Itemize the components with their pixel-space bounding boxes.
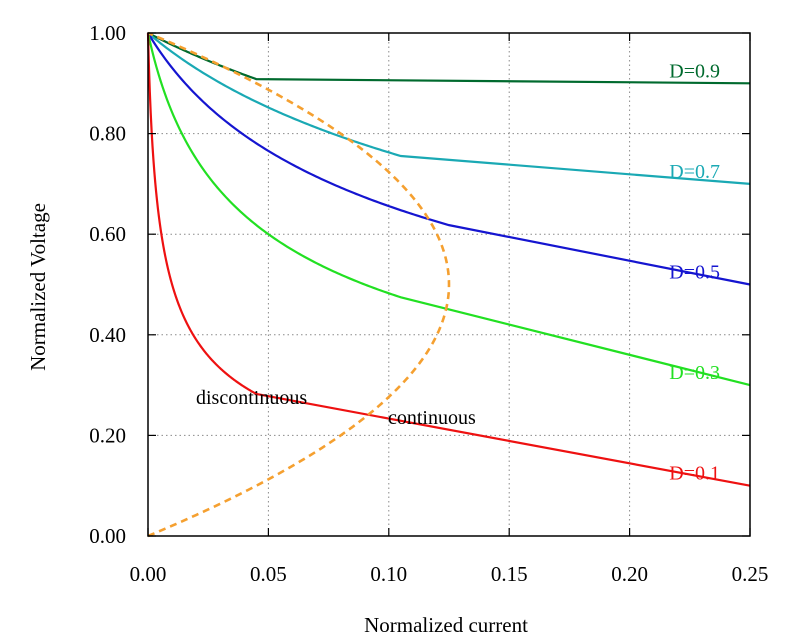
x-axis-label: Normalized current [364,613,528,637]
series-line-d-0-1 [146,32,751,487]
y-tick-label: 0.40 [89,323,126,347]
series-line-d-0-9 [147,32,751,85]
y-tick-label: 0.80 [89,122,126,146]
series-label-d-0-9: D=0.9 [669,60,720,82]
x-tick-label: 0.05 [250,562,287,586]
grid [148,33,750,536]
series-labels: D=0.9 D=0.7 D=0.5 D=0.3 D=0.1 [669,60,720,484]
series-line-d-0-5 [147,32,751,286]
y-axis-label: Normalized Voltage [26,203,50,371]
y-tick-label: 1.00 [89,21,126,45]
series-line-d-0-7 [147,32,751,185]
annotation-continuous: continuous [388,407,476,429]
y-tick-label: 0.60 [89,222,126,246]
series-line-d-0-3 [146,32,751,387]
y-tick-label: 0.00 [89,524,126,548]
axis-ticks: 0.00 0.05 0.10 0.15 0.20 0.25 0.00 0.20 0.40 0.60… [89,21,768,586]
series-label-d-0-7: D=0.7 [669,161,720,183]
x-tick-label: 0.15 [491,562,528,586]
x-tick-label: 0.25 [732,562,769,586]
series-label-d-0-5: D=0.5 [669,262,720,284]
boundary-curve [147,31,451,538]
annotation-discontinuous: discontinuous [196,387,307,409]
series-label-d-0-3: D=0.3 [669,362,720,384]
x-tick-label: 0.00 [130,562,167,586]
y-tick-label: 0.20 [89,423,126,447]
x-tick-label: 0.20 [611,562,648,586]
x-tick-label: 0.10 [370,562,407,586]
series-label-d-0-1: D=0.1 [669,463,720,485]
plot-frame [147,32,751,537]
series-lines [146,31,751,538]
